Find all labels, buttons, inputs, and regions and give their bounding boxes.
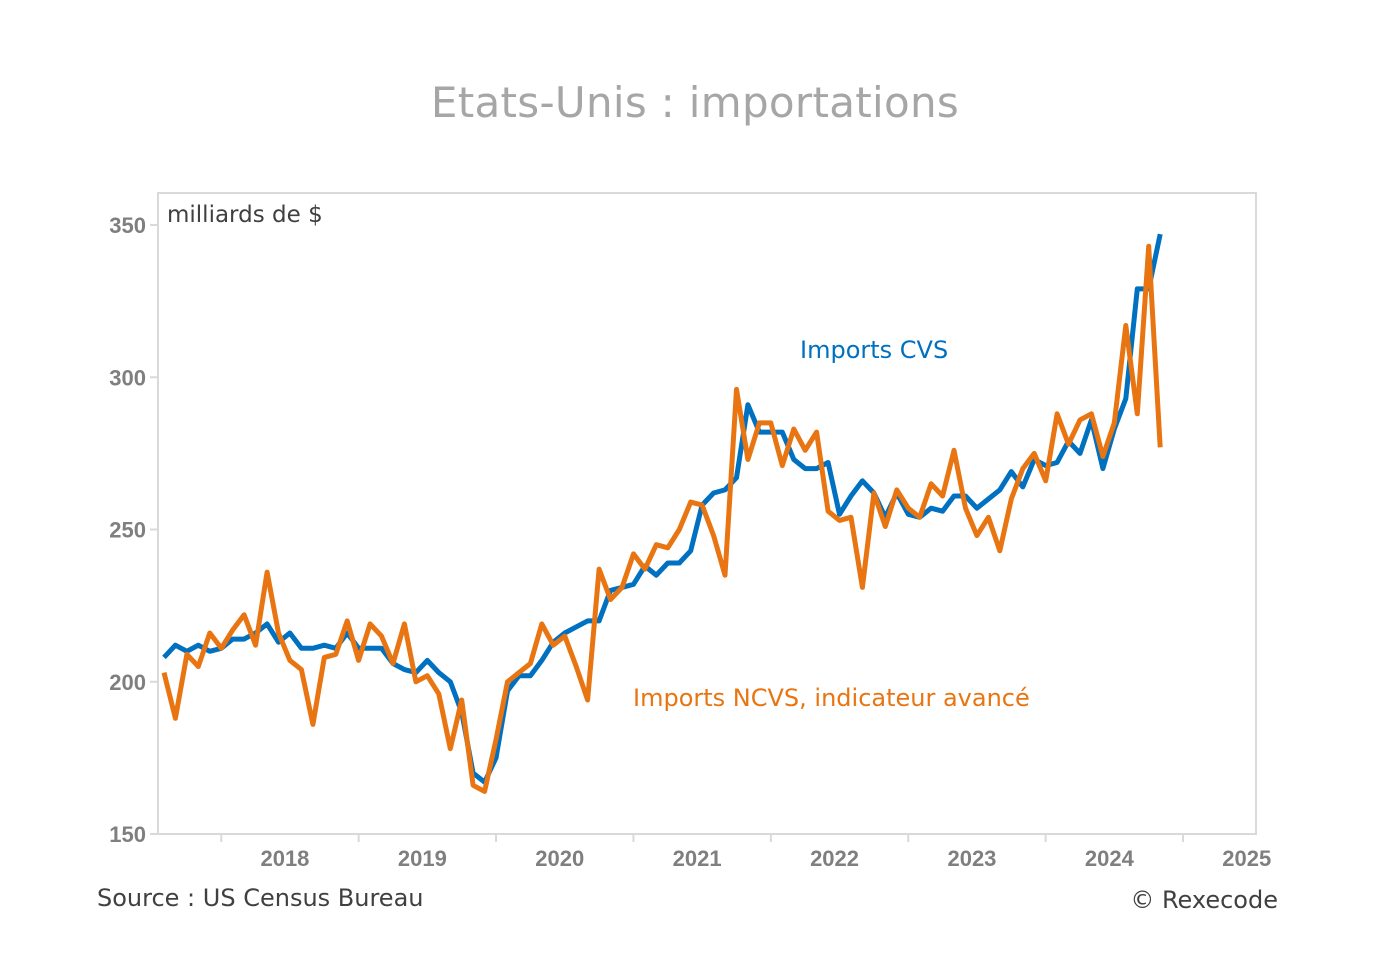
x-tick-label: 2023 xyxy=(947,846,996,871)
series-label-ncvs: Imports NCVS, indicateur avancé xyxy=(633,684,1030,712)
y-tick-label: 150 xyxy=(109,822,146,847)
x-tick-label: 2018 xyxy=(260,846,309,871)
x-tick-label: 2025 xyxy=(1222,846,1271,871)
chart-title: Etats-Unis : importations xyxy=(430,78,960,127)
copyright-note: © Rexecode xyxy=(1130,886,1278,914)
series-line-imports-cvs xyxy=(162,233,1163,785)
y-tick-label: 250 xyxy=(109,518,146,543)
y-tick-label: 350 xyxy=(109,213,146,238)
y-tick-label: 300 xyxy=(109,365,146,390)
y-axis: 150 200 250 300 350 xyxy=(109,213,158,847)
x-tick-label: 2019 xyxy=(398,846,447,871)
x-tick-label: 2021 xyxy=(673,846,722,871)
source-note: Source : US Census Bureau xyxy=(97,884,424,912)
x-tick-label: 2022 xyxy=(810,846,859,871)
x-tick-label: 2024 xyxy=(1085,846,1135,871)
x-axis: 2018 2019 2020 2021 2022 2023 2024 2025 xyxy=(220,834,1271,871)
series-line-imports-ncvs xyxy=(161,243,1163,794)
unit-label: milliards de $ xyxy=(167,202,323,228)
y-tick-label: 200 xyxy=(109,670,146,695)
series-lines xyxy=(161,233,1163,794)
plot-area-frame xyxy=(157,192,1257,835)
x-tick-label: 2020 xyxy=(535,846,584,871)
series-label-cvs: Imports CVS xyxy=(800,336,948,364)
